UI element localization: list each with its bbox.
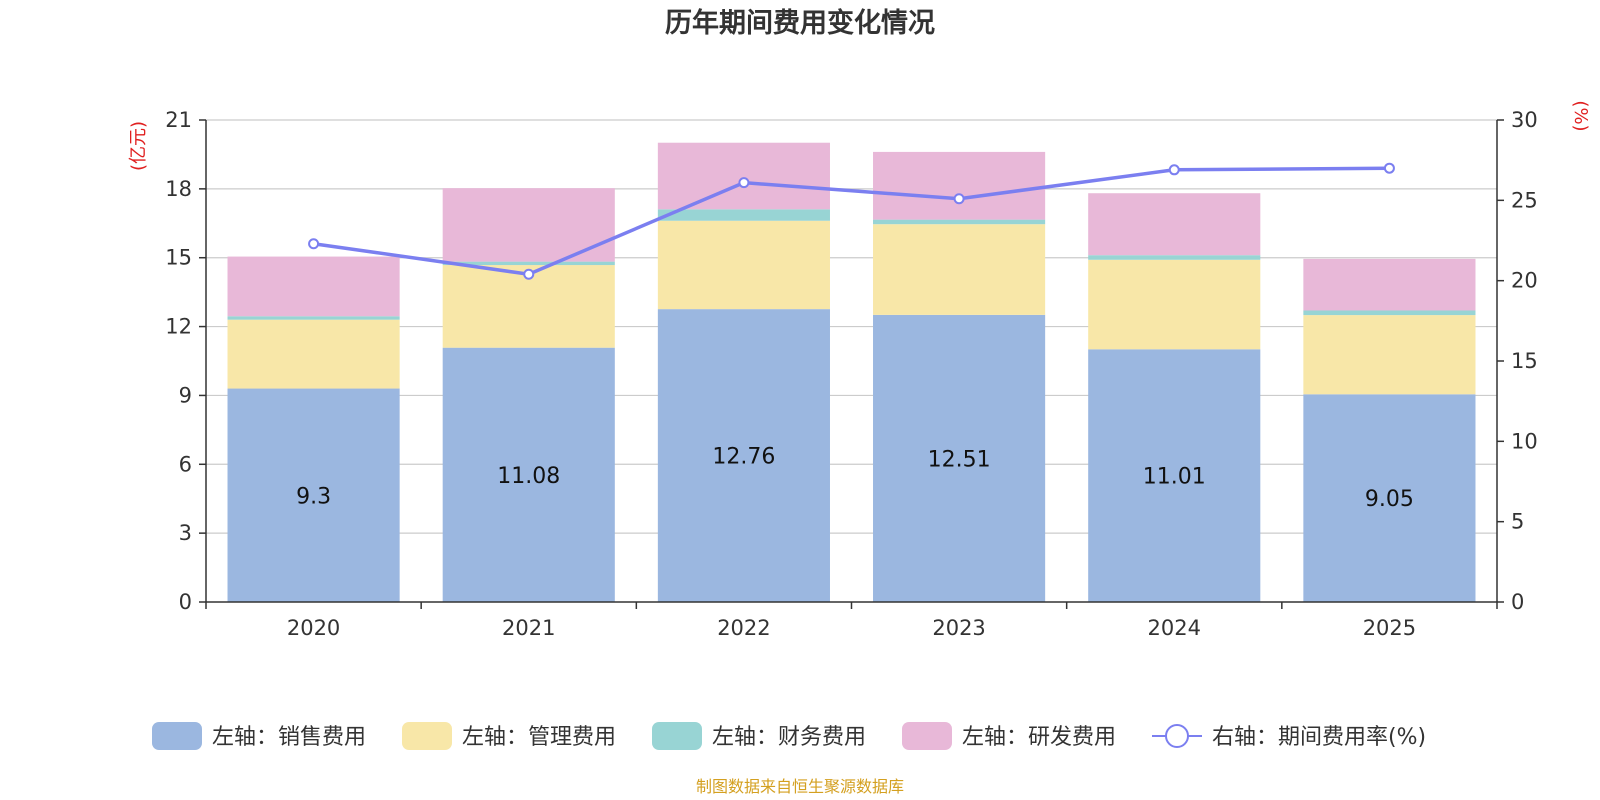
left-tick-label: 12 — [165, 315, 192, 339]
bar-label-2021: 11.08 — [497, 464, 560, 489]
left-tick-label: 15 — [165, 246, 192, 270]
rate-point-2025 — [1383, 162, 1395, 174]
legend-item-4[interactable]: 右轴：期间费用率(%) — [1152, 724, 1426, 750]
legend-item-0[interactable]: 左轴：销售费用 — [152, 722, 366, 750]
bar-label-2020: 9.3 — [296, 484, 331, 509]
bar-labels: 9.3 11.08 12.76 12.51 11.01 9.05 — [296, 445, 1414, 513]
bar-segment-2024-3 — [1088, 193, 1261, 256]
rate-point-2024 — [1168, 164, 1180, 176]
right-tick-label: 25 — [1511, 188, 1538, 212]
bar-segment-2020-2 — [227, 316, 400, 320]
left-tick-label: 0 — [179, 590, 192, 614]
x-tick-label-2024: 2024 — [1148, 616, 1201, 640]
left-tick-label: 9 — [179, 383, 192, 407]
right-tick-label: 10 — [1511, 429, 1538, 453]
bar-label-2023: 12.51 — [928, 447, 991, 472]
bar-segment-2022-2 — [657, 209, 830, 221]
x-tick-label-2025: 2025 — [1363, 616, 1416, 640]
bar-segment-2024-1 — [1088, 259, 1261, 350]
legend-item-3[interactable]: 左轴：研发费用 — [902, 722, 1116, 750]
left-tick-label: 21 — [165, 108, 192, 132]
bar-segment-2021-2 — [442, 261, 615, 266]
chart-title: 历年期间费用变化情况 — [665, 7, 935, 39]
bar-segment-2022-1 — [657, 220, 830, 310]
legend-swatch — [902, 722, 952, 750]
bar-segment-2025-1 — [1303, 315, 1476, 395]
rate-point-2020 — [308, 238, 320, 250]
legend-label: 右轴：期间费用率(%) — [1212, 725, 1426, 750]
rate-line — [313, 166, 1390, 277]
rate-point-2022 — [738, 177, 750, 189]
left-tick-label: 18 — [165, 177, 192, 201]
right-axis-unit: (%) — [1570, 100, 1591, 131]
bar-segment-2024-0 — [1088, 349, 1261, 602]
right-tick-label: 30 — [1511, 108, 1538, 132]
bar-label-2022: 12.76 — [712, 445, 775, 470]
bar-segment-2025-2 — [1303, 310, 1476, 316]
bar-segment-2020-1 — [227, 319, 400, 389]
bar-label-2025: 9.05 — [1365, 487, 1414, 512]
legend-label: 左轴：研发费用 — [962, 725, 1116, 750]
left-tick-label: 3 — [179, 521, 192, 545]
bar-segment-2023-2 — [873, 219, 1046, 225]
bar-segment-2020-0 — [227, 388, 400, 602]
legend-label: 左轴：管理费用 — [462, 725, 616, 750]
bar-segment-2022-0 — [657, 309, 830, 602]
right-tick-label: 0 — [1511, 590, 1524, 614]
x-tick-label-2021: 2021 — [502, 616, 555, 640]
x-tick-label-2022: 2022 — [717, 616, 770, 640]
bar-segment-2023-0 — [873, 314, 1046, 602]
bar-segment-2025-3 — [1303, 258, 1476, 311]
legend-swatch — [152, 722, 202, 750]
legend-item-2[interactable]: 左轴：财务费用 — [652, 722, 866, 750]
legend-swatch — [652, 722, 702, 750]
legend-label: 左轴：财务费用 — [712, 725, 866, 750]
bar-label-2024: 11.01 — [1143, 465, 1206, 490]
legend: 左轴：销售费用 左轴：管理费用 左轴：财务费用 左轴：研发费用 右轴：期间费用率(%) — [152, 722, 1426, 750]
legend-item-1[interactable]: 左轴：管理费用 — [402, 722, 616, 750]
right-tick-label: 20 — [1511, 269, 1538, 293]
bar-segment-2024-2 — [1088, 255, 1261, 260]
rate-point-2023 — [953, 193, 965, 205]
data-source: 制图数据来自恒生聚源数据库 — [696, 777, 904, 796]
legend-label: 左轴：销售费用 — [212, 725, 366, 750]
right-tick-label: 5 — [1511, 510, 1524, 534]
line-series — [308, 162, 1395, 280]
bar-segment-2021-0 — [442, 347, 615, 602]
rate-point-2021 — [523, 268, 535, 280]
legend-swatch — [402, 722, 452, 750]
legend-circle-swatch — [1165, 724, 1189, 748]
bar-segment-2025-0 — [1303, 394, 1476, 602]
x-tick-label-2023: 2023 — [932, 616, 985, 640]
bar-segment-2023-3 — [873, 151, 1046, 220]
right-tick-label: 15 — [1511, 349, 1538, 373]
bar-segment-2020-3 — [227, 256, 400, 317]
bar-segment-2022-3 — [657, 142, 830, 210]
left-axis-unit: (亿元) — [128, 121, 149, 171]
bar-segment-2023-1 — [873, 224, 1046, 315]
x-tick-label-2020: 2020 — [287, 616, 340, 640]
bars — [227, 142, 1476, 602]
left-tick-label: 6 — [179, 452, 192, 476]
bar-segment-2021-3 — [442, 188, 615, 262]
